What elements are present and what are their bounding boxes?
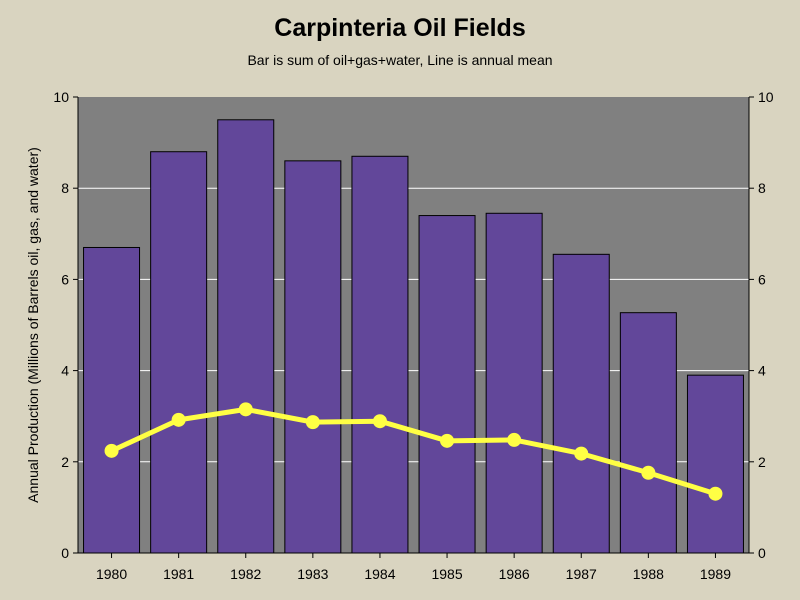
bar	[619, 312, 677, 554]
x-tick-label: 1987	[566, 566, 597, 582]
mean-point	[372, 414, 387, 429]
y-tick-label-right: 8	[758, 180, 766, 196]
y-axis-label: Annual Production (Millions of Barrels o…	[25, 147, 41, 503]
mean-point	[507, 432, 522, 447]
y-tick-label-left: 4	[61, 363, 69, 379]
mean-point	[171, 412, 186, 427]
y-tick-label-right: 6	[758, 271, 766, 287]
mean-line-series	[104, 402, 723, 501]
y-tick-label-right: 0	[758, 545, 766, 561]
bar	[418, 215, 476, 554]
y-tick-label-left: 10	[53, 89, 69, 105]
y-tick-label-left: 2	[61, 454, 69, 470]
x-tick-label: 1986	[499, 566, 530, 582]
bar	[83, 246, 141, 554]
y-tick-label-left: 6	[61, 271, 69, 287]
mean-point	[104, 443, 119, 458]
x-tick-label: 1984	[364, 566, 395, 582]
mean-point	[574, 446, 589, 461]
chart-subtitle: Bar is sum of oil+gas+water, Line is ann…	[247, 52, 553, 68]
bar	[217, 119, 275, 554]
mean-point	[641, 465, 656, 480]
bar	[351, 155, 409, 554]
x-tick-label: 1989	[700, 566, 731, 582]
mean-line	[109, 406, 718, 497]
bar	[686, 374, 744, 554]
y-tick-label-left: 0	[61, 545, 69, 561]
bar	[552, 253, 610, 554]
x-tick-label: 1988	[633, 566, 664, 582]
mean-point	[440, 433, 455, 448]
y-tick-label-right: 10	[758, 89, 774, 105]
y-tick-label-right: 4	[758, 363, 766, 379]
y-tick-label-left: 8	[61, 180, 69, 196]
mean-point	[238, 402, 253, 417]
bar	[150, 151, 208, 554]
chart-title: Carpinteria Oil Fields	[274, 14, 526, 42]
axes: 0 0 2 2 4 4 6 6 8 8 10 10 1980 1981 1982 1983 1984 1985 19…	[53, 89, 773, 582]
mean-point	[708, 486, 723, 501]
bar	[485, 212, 543, 554]
x-tick-label: 1980	[96, 566, 127, 582]
y-tick-label-right: 2	[758, 454, 766, 470]
bar	[284, 160, 342, 554]
x-tick-label: 1985	[431, 566, 462, 582]
x-tick-label: 1983	[297, 566, 328, 582]
bar-series	[83, 119, 744, 554]
x-tick-label: 1982	[230, 566, 261, 582]
mean-point	[305, 415, 320, 430]
x-tick-label: 1981	[163, 566, 194, 582]
